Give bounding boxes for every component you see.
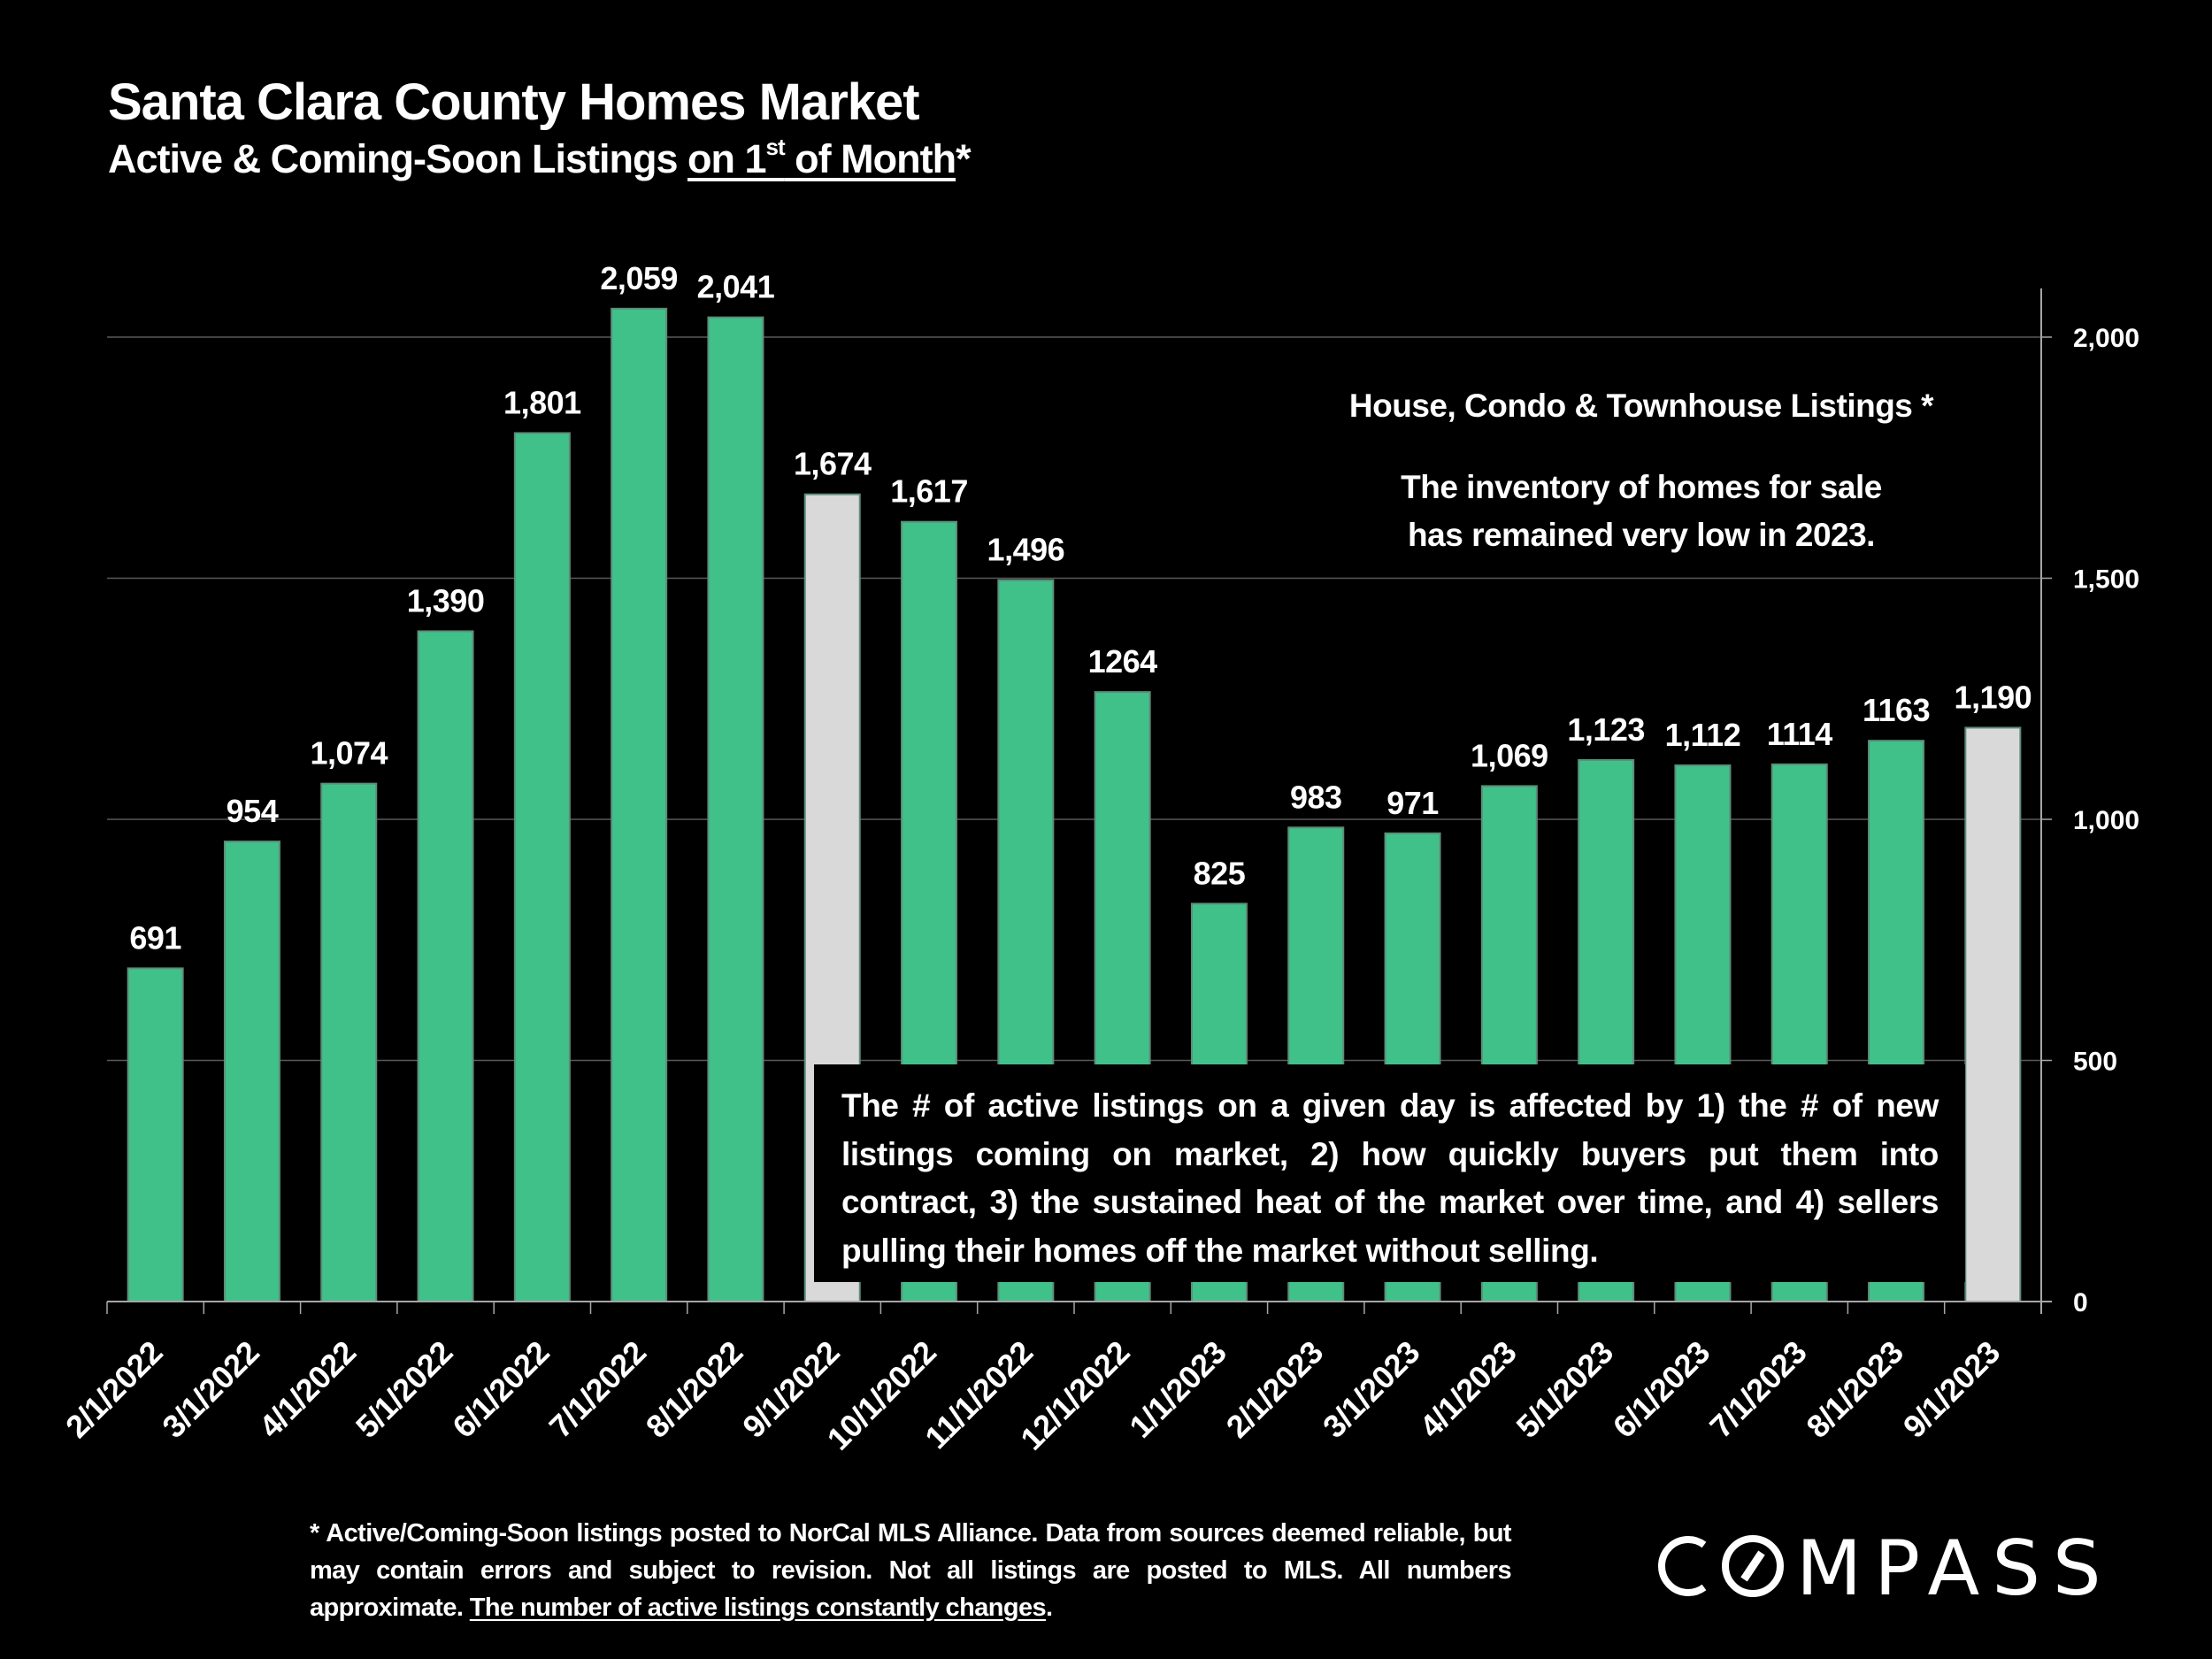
logo-text-mpass: MPASS <box>1796 1531 2114 1601</box>
x-tick-labels: 2/1/20223/1/20224/1/20225/1/20226/1/2022… <box>58 1334 2007 1457</box>
chart-subtitle: Active & Coming-Soon Listings on 1st of … <box>108 134 972 182</box>
summary-line-1: The inventory of homes for sale <box>1401 469 1882 505</box>
bar <box>513 432 571 1302</box>
y-tick-labels: 0 500 1,000 1,500 2,000 <box>2073 324 2139 1317</box>
logo-letter-o-compass-icon <box>1722 1535 1784 1597</box>
subtitle-on-1: on 1 <box>687 136 767 181</box>
data-label: 983 <box>1290 779 1342 815</box>
data-label: 1,801 <box>503 384 581 420</box>
x-tick-label: 8/1/2023 <box>1799 1334 1909 1445</box>
explanation-box: The # of active listings on a given day … <box>814 1064 1965 1282</box>
data-label: 1,617 <box>890 473 968 510</box>
subtitle-of-month: of Month <box>784 136 956 181</box>
bar <box>223 841 280 1302</box>
data-label: 691 <box>129 919 181 956</box>
x-tick-label: 9/1/2023 <box>1896 1334 2007 1445</box>
bar <box>320 782 378 1302</box>
footnote-end: . <box>1046 1594 1053 1622</box>
footnote: * Active/Coming-Soon listings posted to … <box>310 1515 1512 1626</box>
data-label: 1,190 <box>1955 679 2032 715</box>
x-tick-label: 6/1/2022 <box>445 1334 556 1445</box>
data-label: 954 <box>227 793 279 829</box>
data-label: 1264 <box>1088 643 1158 680</box>
bar <box>611 307 668 1303</box>
series-legend-note: House, Condo & Townhouse Listings * <box>1348 388 1934 424</box>
subtitle-underlined: on 1st of Month <box>687 134 956 181</box>
bar <box>707 316 764 1302</box>
subtitle-ordinal: st <box>765 134 786 160</box>
compass-needle-icon <box>1740 1550 1765 1582</box>
x-tick-label: 1/1/2023 <box>1122 1334 1233 1445</box>
data-label: 1,390 <box>407 582 485 618</box>
x-tick-label: 2/1/2022 <box>58 1334 169 1445</box>
y-tick-label: 1,000 <box>2073 806 2139 835</box>
data-label: 1163 <box>1863 692 1930 728</box>
gridlines <box>107 336 2041 1062</box>
data-label: 1,069 <box>1471 737 1548 773</box>
data-label: 1,074 <box>310 735 388 772</box>
y-tick-label: 2,000 <box>2073 324 2139 353</box>
footnote-text: * Active/Coming-Soon listings posted to … <box>310 1519 1512 1622</box>
x-tick-label: 6/1/2023 <box>1606 1334 1717 1445</box>
x-tick-label: 7/1/2023 <box>1702 1334 1813 1445</box>
data-label: 1,123 <box>1567 711 1645 748</box>
data-label: 1,674 <box>794 446 872 482</box>
summary-note: The inventory of homes for sale has rema… <box>1292 464 1991 559</box>
x-tick-label: 4/1/2022 <box>252 1334 363 1445</box>
x-tick-label: 3/1/2022 <box>155 1334 265 1445</box>
subtitle-prefix: Active & Coming-Soon Listings <box>108 136 688 181</box>
data-labels: 691 954 1,074 1,390 1,801 2,059 2,041 1,674 1,61… <box>129 260 2032 956</box>
data-label: 1,112 <box>1665 717 1741 753</box>
x-tick-label: 5/1/2022 <box>349 1334 459 1445</box>
y-tick-label: 500 <box>2073 1048 2117 1077</box>
data-label: 825 <box>1194 855 1246 891</box>
logo-letter-c <box>1658 1536 1707 1596</box>
subtitle-asterisk: * <box>956 136 971 181</box>
x-tick-label: 4/1/2023 <box>1412 1334 1523 1445</box>
summary-line-2: has remained very low in 2023. <box>1408 517 1875 553</box>
x-tick-label: 3/1/2023 <box>1316 1334 1426 1445</box>
compass-logo: MPASS <box>1658 1531 2114 1601</box>
x-tick-label: 2/1/2023 <box>1219 1334 1330 1445</box>
bar <box>1964 726 2022 1302</box>
data-label: 2,059 <box>600 260 678 296</box>
x-tick-label: 5/1/2023 <box>1509 1334 1620 1445</box>
bar <box>127 967 184 1303</box>
data-label: 2,041 <box>697 269 775 305</box>
data-label: 1114 <box>1767 716 1833 752</box>
footnote-underlined: The number of active listings constantly… <box>469 1594 1047 1622</box>
y-tick-label: 0 <box>2073 1288 2088 1317</box>
x-tick-label: 8/1/2022 <box>639 1334 749 1445</box>
data-label: 1,496 <box>987 532 1065 568</box>
x-tick-label: 7/1/2022 <box>542 1334 653 1445</box>
data-label: 971 <box>1386 785 1439 821</box>
bar <box>417 630 474 1302</box>
axes <box>106 288 2052 1314</box>
chart-title: Santa Clara County Homes Market <box>108 73 920 131</box>
y-tick-label: 1,500 <box>2073 565 2139 595</box>
